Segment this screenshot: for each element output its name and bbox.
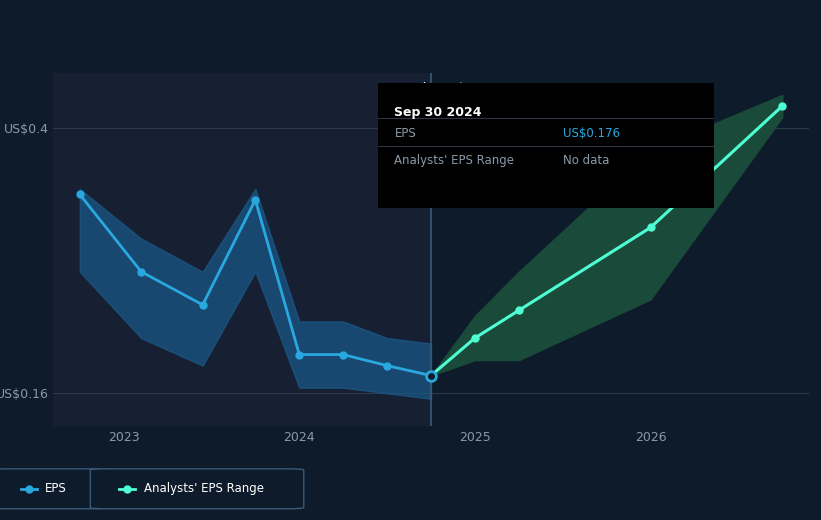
Text: Analysts Forecasts: Analysts Forecasts [434,82,551,95]
Text: Sep 30 2024: Sep 30 2024 [395,106,482,119]
Text: EPS: EPS [395,127,416,140]
Text: No data: No data [563,154,609,167]
Bar [53,73,431,426]
FancyBboxPatch shape [0,469,107,509]
Text: EPS: EPS [45,483,67,495]
Text: Analysts' EPS Range: Analysts' EPS Range [395,154,515,167]
FancyBboxPatch shape [90,469,304,509]
Text: US$0.176: US$0.176 [563,127,620,140]
Text: Analysts' EPS Range: Analysts' EPS Range [144,483,264,495]
Text: Actual: Actual [388,82,428,95]
